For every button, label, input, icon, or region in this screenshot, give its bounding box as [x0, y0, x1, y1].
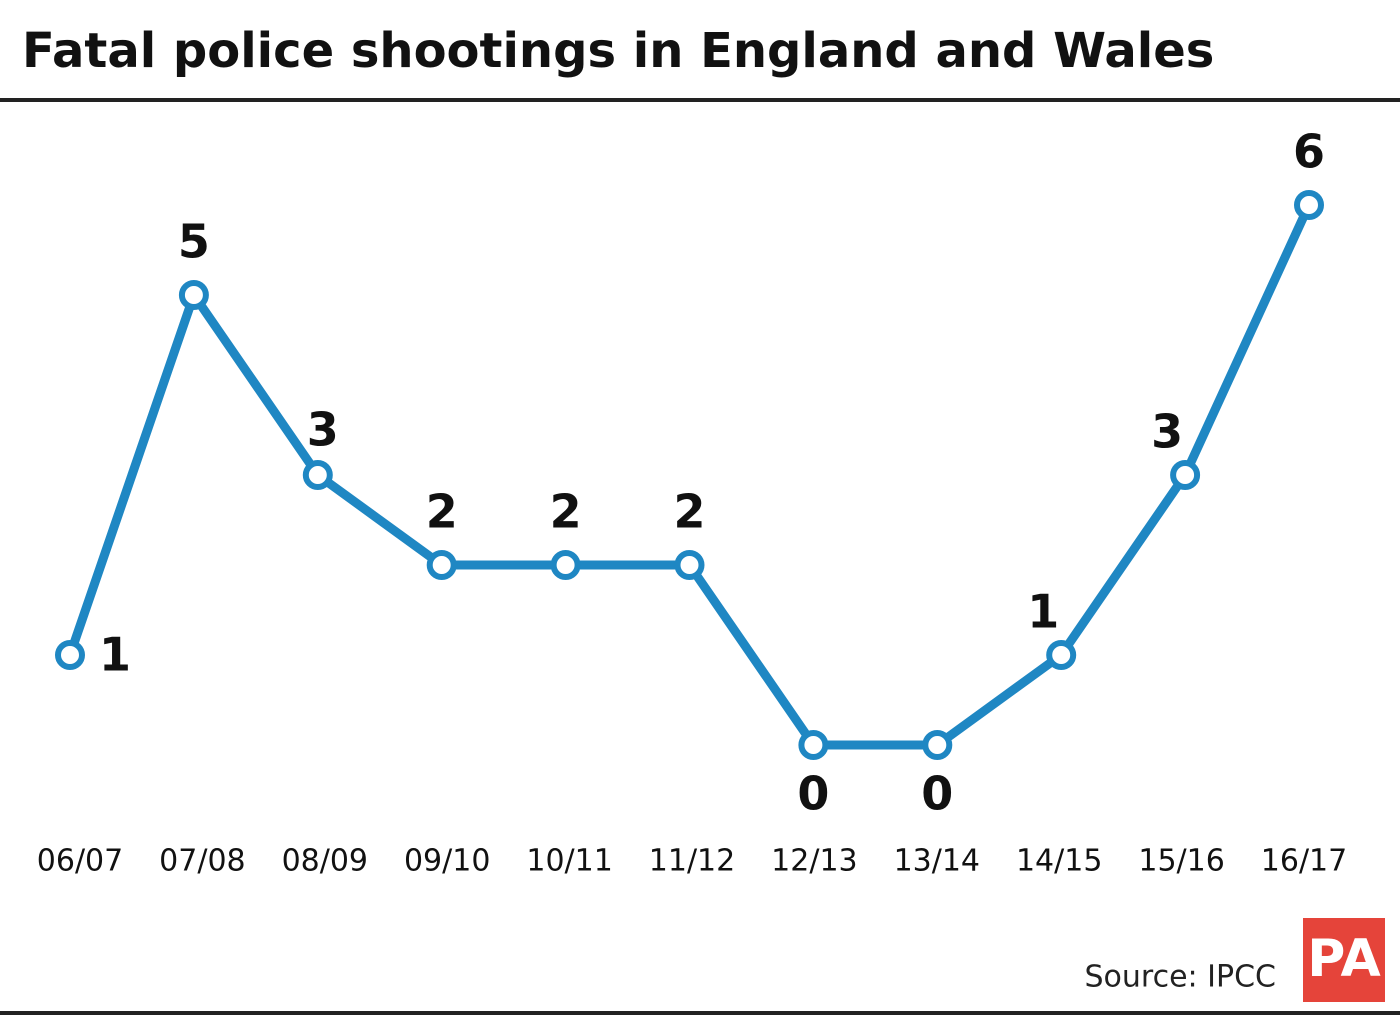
x-tick-label: 07/08 [159, 844, 245, 879]
point [674, 550, 705, 580]
point [1294, 190, 1324, 220]
x-tick-label: 13/14 [894, 844, 980, 879]
value-label: 1 [99, 628, 131, 682]
point [550, 550, 581, 580]
value-label: 0 [797, 767, 829, 821]
value-label: 0 [921, 767, 953, 821]
value-label: 6 [1293, 125, 1325, 179]
point [302, 460, 333, 490]
x-tick-label: 08/09 [282, 844, 368, 879]
point [55, 640, 85, 670]
value-label: 5 [178, 215, 210, 269]
value-label: 2 [550, 485, 582, 539]
x-tick-label: 09/10 [404, 844, 490, 879]
chart-title: Fatal police shootings in England and Wa… [22, 23, 1214, 79]
value-label: 2 [426, 485, 458, 539]
x-tick-label: 11/12 [649, 844, 735, 879]
point [798, 730, 829, 760]
x-tick-label: 14/15 [1016, 844, 1102, 879]
value-label: 2 [673, 485, 705, 539]
source: Source: IPCC [1084, 960, 1276, 995]
x-tick-label: 12/13 [771, 844, 857, 879]
point [1046, 640, 1077, 670]
value-label: 1 [1027, 585, 1059, 639]
point [178, 280, 209, 310]
x-tick-label: 10/11 [526, 844, 612, 879]
value-label: 3 [307, 403, 339, 457]
x-tick-label: 06/07 [37, 844, 123, 879]
logo-box [1303, 918, 1385, 1002]
point [922, 730, 953, 760]
x-tick-label: 16/17 [1261, 844, 1347, 879]
point [426, 550, 457, 580]
logo: PA [1307, 929, 1381, 989]
point [1170, 460, 1201, 490]
x-tick-label: 15/16 [1138, 844, 1224, 879]
value-label: 3 [1151, 405, 1183, 459]
